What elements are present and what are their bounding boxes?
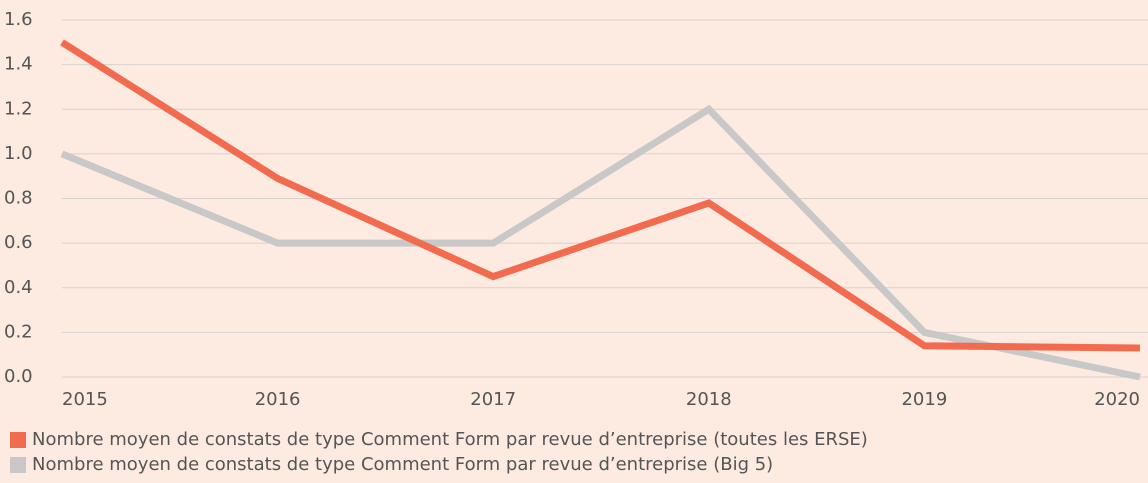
legend-swatch: [10, 457, 26, 473]
y-tick-label: 1.0: [4, 143, 33, 164]
x-tick-label: 2020: [1094, 389, 1140, 410]
x-tick-label: 2016: [255, 389, 301, 410]
x-tick-label: 2019: [901, 389, 947, 410]
legend-swatch: [10, 432, 26, 448]
y-tick-label: 0.2: [4, 321, 33, 342]
legend-label: Nombre moyen de constats de type Comment…: [32, 454, 773, 475]
y-tick-label: 1.2: [4, 98, 33, 119]
y-tick-label: 1.4: [4, 54, 33, 75]
y-tick-label: 0.4: [4, 277, 33, 298]
series-line: [60, 39, 1141, 352]
legend-label: Nombre moyen de constats de type Comment…: [32, 429, 868, 450]
y-tick-label: 1.6: [4, 9, 33, 30]
y-tick-label: 0.6: [4, 232, 33, 253]
y-tick-label: 0.8: [4, 188, 33, 209]
x-tick-label: 2018: [686, 389, 732, 410]
series-line: [60, 104, 1141, 381]
x-tick-label: 2015: [62, 389, 108, 410]
x-tick-label: 2017: [470, 389, 516, 410]
y-tick-label: 0.0: [4, 366, 33, 387]
